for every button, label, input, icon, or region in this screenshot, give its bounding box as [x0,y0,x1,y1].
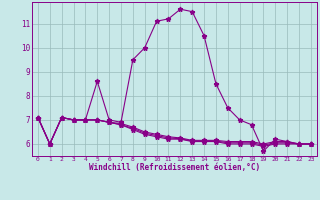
X-axis label: Windchill (Refroidissement éolien,°C): Windchill (Refroidissement éolien,°C) [89,163,260,172]
